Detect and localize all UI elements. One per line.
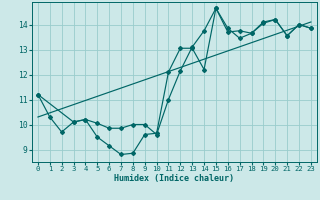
X-axis label: Humidex (Indice chaleur): Humidex (Indice chaleur): [115, 174, 234, 183]
